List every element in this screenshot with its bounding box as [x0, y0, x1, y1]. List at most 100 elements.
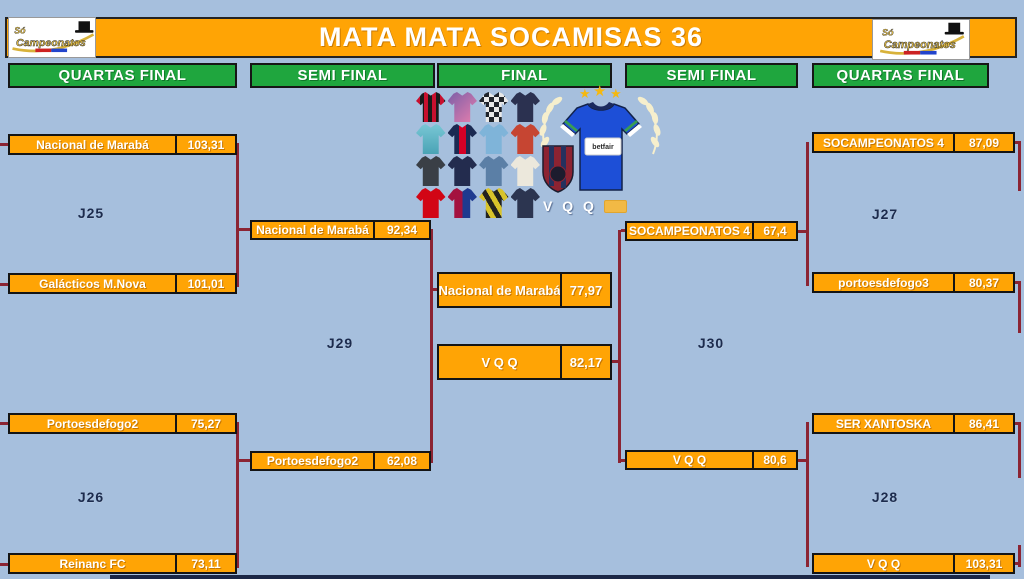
connector-line	[433, 288, 437, 291]
game-label-j30: J30	[697, 335, 725, 351]
match-bar-right-qf2-team1: SER XANTOSKA 86,41	[812, 413, 1015, 434]
champion-name: V Q Q	[543, 198, 597, 214]
round-header-final: FINAL	[437, 63, 612, 88]
title-bar: MATA MATA SOCAMISAS 36	[5, 17, 1017, 58]
connector-line	[239, 228, 250, 231]
team-score: 103,31	[175, 136, 235, 153]
team-name: V Q Q	[672, 453, 707, 467]
match-bar-left-qf2-team1: Portoesdefogo2 75,27	[8, 413, 237, 434]
team-name: Reinanc FC	[59, 556, 126, 571]
team-score: 77,97	[560, 274, 610, 306]
jersey-icon	[416, 92, 446, 122]
match-bar-left-qf1-team1: Nacional de Marabá 103,31	[8, 134, 237, 155]
jersey-icon	[447, 92, 477, 122]
match-bar-left-qf1-team2: Galácticos M.Nova 101,01	[8, 273, 237, 294]
svg-text:★: ★	[579, 86, 591, 101]
jersey-icon	[416, 156, 446, 186]
team-score: 80,37	[953, 274, 1013, 291]
game-label-j28: J28	[871, 489, 899, 505]
jersey-icon	[447, 124, 477, 154]
champion-artwork: ★ ★ ★ betfair	[539, 84, 661, 193]
connector-stub	[0, 283, 8, 286]
jersey-icon	[479, 156, 509, 186]
connector-line	[806, 422, 809, 567]
match-bar-left-sf-team1: Nacional de Marabá 92,34	[250, 220, 431, 240]
team-score: 75,27	[175, 415, 235, 432]
match-bar-final-team2: V Q Q 82,17	[437, 344, 612, 380]
team-name: SOCAMPEONATOS 4	[823, 135, 944, 150]
svg-text:Só: Só	[882, 27, 894, 37]
jersey-icon	[416, 188, 446, 218]
socampeonatos-logo-icon: Só Campeonatos	[12, 21, 95, 53]
connector-line	[239, 459, 250, 462]
svg-text:Campeonatos: Campeonatos	[884, 39, 956, 51]
connector-line	[806, 142, 809, 286]
connector-line	[621, 459, 625, 462]
connector-line	[612, 360, 618, 363]
jersey-icon	[479, 92, 509, 122]
champion-jersey-icon: betfair	[560, 102, 642, 191]
connector-stub	[0, 143, 8, 146]
connector-stub	[0, 563, 8, 566]
connector-stub	[1018, 422, 1021, 478]
team-name: SOCAMPEONATOS 4	[629, 224, 750, 238]
match-bar-right-sf-team1: SOCAMPEONATOS 4 67,4	[625, 221, 798, 241]
champion-badge-icon	[603, 199, 627, 213]
game-label-j26: J26	[77, 489, 105, 505]
team-score: 80,6	[752, 452, 796, 468]
match-bar-final-team1: Nacional de Marabá 77,97	[437, 272, 612, 308]
team-name: Portoesdefogo2	[46, 416, 139, 431]
socampeonatos-logo-right: Só Campeonatos	[872, 19, 970, 60]
jersey-icon	[416, 124, 446, 154]
bottom-strip	[110, 575, 990, 579]
connector-line	[798, 230, 806, 233]
club-crest-icon	[542, 145, 574, 193]
svg-text:★: ★	[610, 86, 622, 101]
connector-line	[236, 422, 239, 568]
connector-line	[618, 230, 621, 463]
match-bar-left-sf-team2: Portoesdefogo2 62,08	[250, 451, 431, 471]
socampeonatos-logo-left: Só Campeonatos	[8, 17, 96, 58]
team-score: 73,11	[175, 555, 235, 572]
svg-text:★: ★	[593, 84, 606, 100]
match-bar-right-qf2-team2: V Q Q 103,31	[812, 553, 1015, 574]
team-name: SER XANTOSKA	[835, 416, 932, 431]
connector-line	[621, 229, 625, 232]
match-bar-right-qf1-team2: portoesdefogo3 80,37	[812, 272, 1015, 293]
team-score: 87,09	[953, 134, 1013, 151]
connector-stub	[1018, 545, 1021, 567]
team-name: Nacional de Marabá	[439, 282, 560, 298]
game-label-j29: J29	[326, 335, 354, 351]
champion-caption: V Q Q	[535, 198, 635, 214]
team-name: V Q Q	[866, 556, 901, 571]
svg-text:Campeonatos: Campeonatos	[16, 37, 86, 49]
round-header-quartas-right: QUARTAS FINAL	[812, 63, 989, 88]
match-bar-right-qf1-team1: SOCAMPEONATOS 4 87,09	[812, 132, 1015, 153]
connector-line	[430, 229, 433, 463]
team-name: portoesdefogo3	[838, 275, 929, 290]
match-bar-left-qf2-team2: Reinanc FC 73,11	[8, 553, 237, 574]
jersey-icon	[479, 124, 509, 154]
match-bar-right-sf-team2: V Q Q 80,6	[625, 450, 798, 470]
connector-line	[798, 459, 806, 462]
team-score: 67,4	[752, 223, 796, 239]
team-score: 86,41	[953, 415, 1013, 432]
connector-stub	[0, 422, 8, 425]
team-name: Nacional de Marabá	[256, 223, 369, 237]
team-score: 101,01	[175, 275, 235, 292]
round-header-semi-left: SEMI FINAL	[250, 63, 435, 88]
connector-stub	[1018, 281, 1021, 333]
team-score: 62,08	[373, 453, 429, 469]
champion-stars-icon: ★ ★ ★	[579, 84, 622, 101]
jersey-icon	[447, 188, 477, 218]
game-label-j25: J25	[77, 205, 105, 221]
jersey-icon	[479, 188, 509, 218]
team-score: 92,34	[373, 222, 429, 238]
team-name: V Q Q	[481, 354, 518, 370]
round-header-semi-right: SEMI FINAL	[625, 63, 798, 88]
jersey-grid	[416, 92, 540, 218]
team-name: Nacional de Marabá	[36, 137, 149, 152]
round-header-quartas-left: QUARTAS FINAL	[8, 63, 237, 88]
svg-text:Só: Só	[14, 26, 26, 36]
